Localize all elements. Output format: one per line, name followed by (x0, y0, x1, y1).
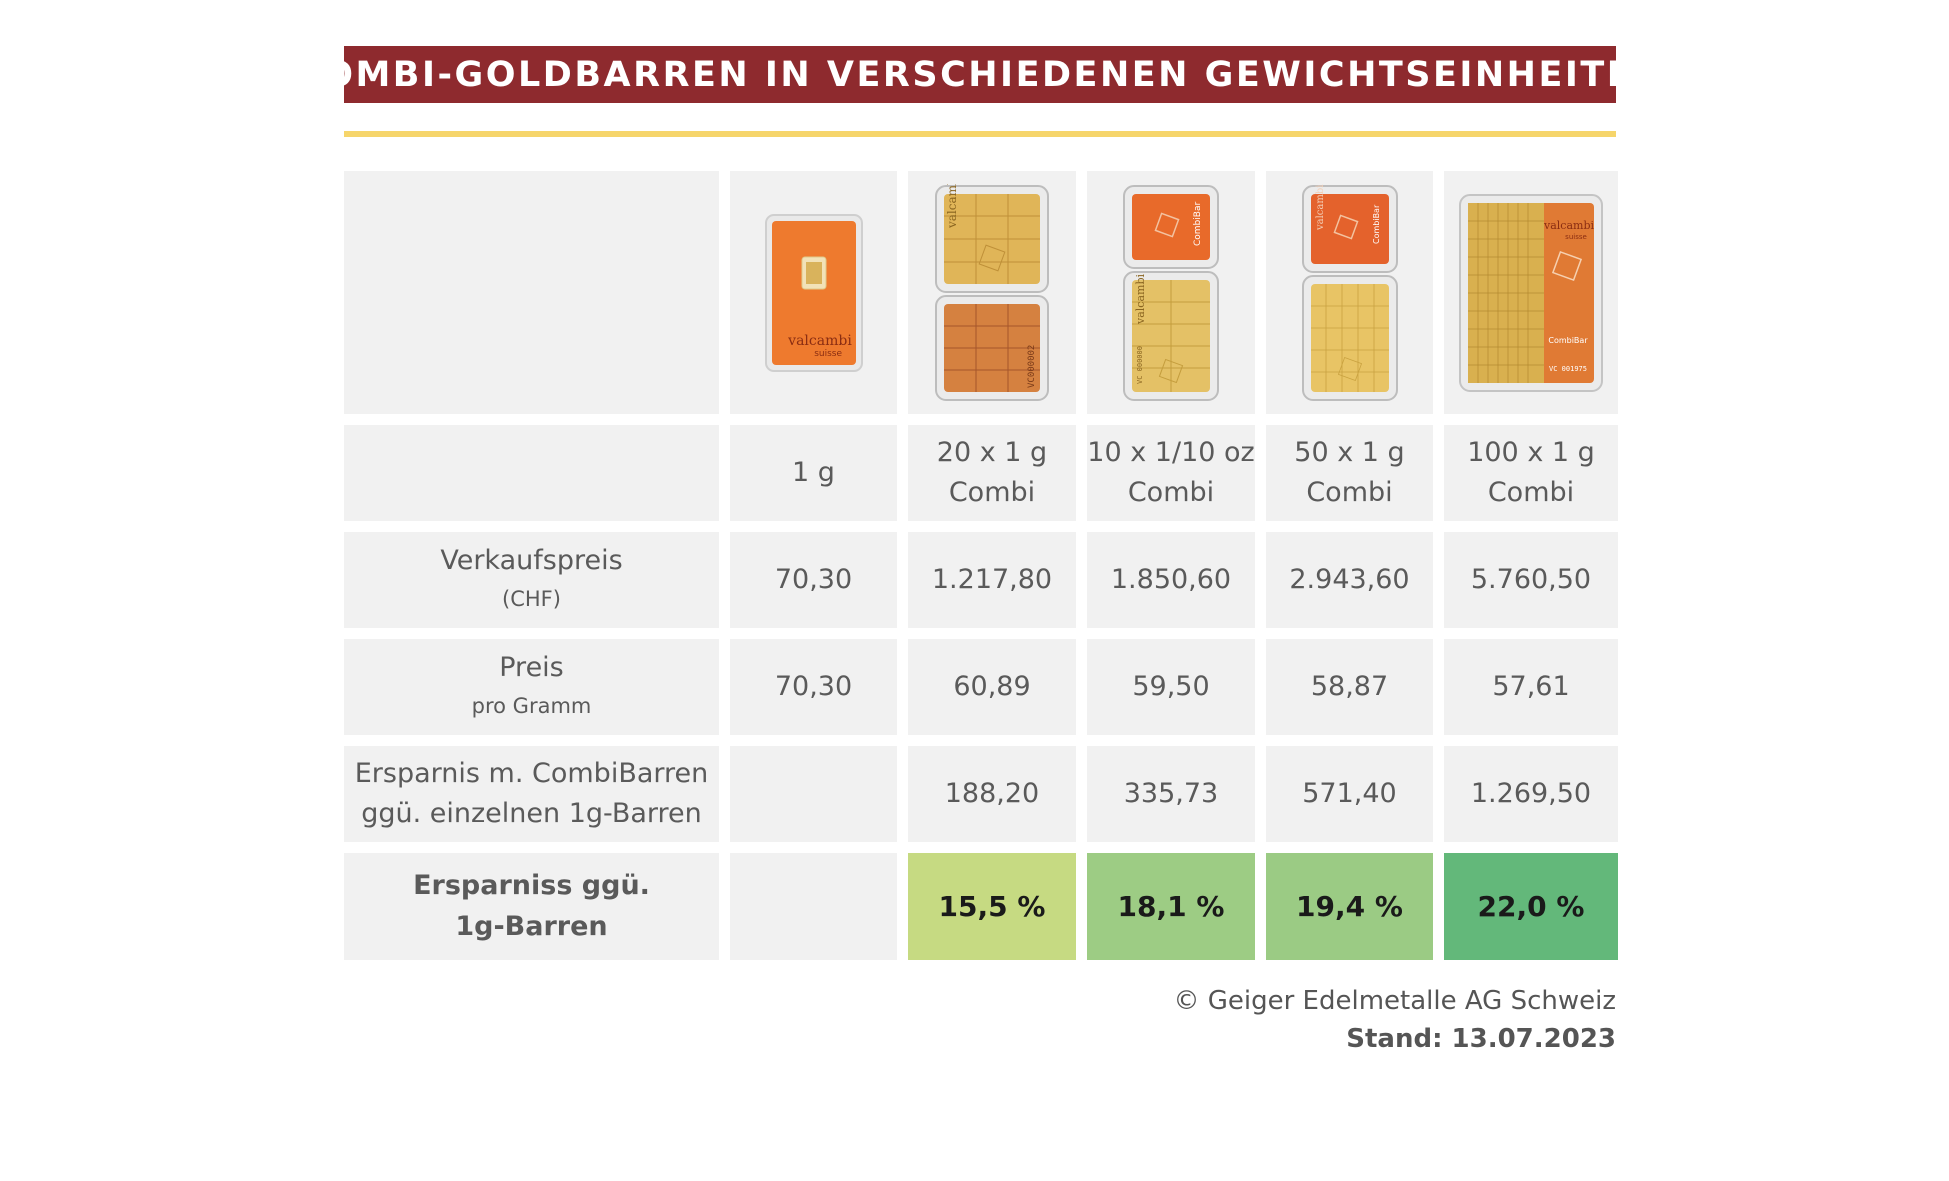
column-header-50x1g: 50 x 1 g Combi (1266, 425, 1433, 521)
combibar-50x1g-image: CombiBar valcambi (1301, 184, 1398, 401)
product-image-1g: valcambi suisse (730, 171, 897, 414)
combibar-10x1-10oz-image: CombiBar valcambi VC 000000 (1123, 184, 1219, 401)
column-header-line2: Combi (948, 477, 1036, 508)
label-text: CombiBar (1193, 201, 1203, 245)
row-label-verkaufspreis: Verkaufspreis (CHF) (344, 532, 719, 628)
table-cell: 1.850,60 (1087, 532, 1255, 628)
row-label-main: Verkaufspreis (440, 544, 623, 576)
comparison-table: valcambi suisse valcambi VC000002 (344, 171, 1618, 960)
table-cell: 188,20 (908, 746, 1076, 842)
table-cell: 335,73 (1087, 746, 1255, 842)
product-image-50x1g: CombiBar valcambi (1266, 171, 1433, 414)
table-cell: 59,50 (1087, 639, 1255, 735)
brand-text: valcambi (1315, 184, 1326, 230)
row-label-ersparnis-pct: Ersparniss ggü. 1g-Barren (344, 853, 719, 960)
table-cell: 57,61 (1444, 639, 1618, 735)
savings-percent-cell: 22,0 % (1444, 853, 1618, 960)
table-cell: 60,89 (908, 639, 1076, 735)
page-title: COMBI-GOLDBARREN IN VERSCHIEDENEN GEWICH… (295, 46, 1662, 103)
row-label-sub: pro Gramm (471, 694, 592, 719)
brand-text: valcambi (945, 184, 959, 229)
row-label-line2: ggü. einzelnen 1g-Barren (361, 798, 702, 829)
brand-text: valcambi (1134, 273, 1147, 324)
row-label-line1: Ersparnis m. CombiBarren (354, 757, 709, 789)
row-label-main: Preis (499, 651, 564, 683)
brand-sub-text: suisse (1565, 233, 1587, 241)
table-cell: 70,30 (730, 639, 897, 735)
table-cell: 571,40 (1266, 746, 1433, 842)
row-label-ersparnis-abs: Ersparnis m. CombiBarren ggü. einzelnen … (344, 746, 719, 842)
product-image-100x1g: valcambi suisse CombiBar VC 001975 (1444, 171, 1618, 414)
column-header-line1: 20 x 1 g (936, 436, 1048, 468)
savings-percent-cell: 18,1 % (1087, 853, 1255, 960)
label-text: CombiBar (1548, 336, 1588, 345)
product-image-10x1-10oz: CombiBar valcambi VC 000000 (1087, 171, 1255, 414)
column-header-line2: Combi (1306, 477, 1393, 508)
row-label-line2: 1g-Barren (455, 910, 608, 942)
copyright-text: © Geiger Edelmetalle AG Schweiz (1173, 986, 1616, 1016)
brand-text: valcambi (1543, 219, 1594, 232)
table-cell: 1.217,80 (908, 532, 1076, 628)
table-cell: 70,30 (730, 532, 897, 628)
stand-date-text: Stand: 13.07.2023 (1346, 1024, 1616, 1054)
header-label-empty (344, 425, 719, 521)
column-header-20x1g: 20 x 1 g Combi (908, 425, 1076, 521)
serial-text: VC 001975 (1549, 365, 1587, 373)
column-header-line2: Combi (1127, 477, 1215, 508)
table-cell: 58,87 (1266, 639, 1433, 735)
column-header-1g: 1 g (730, 425, 897, 521)
column-header-line1: 100 x 1 g (1467, 436, 1595, 468)
table-cell: 1.269,50 (1444, 746, 1618, 842)
row-label-line1: Ersparniss ggü. (413, 870, 650, 901)
table-cell-empty (730, 746, 897, 842)
column-header-10x1-10oz: 10 x 1/10 oz Combi (1087, 425, 1255, 521)
column-header-line1: 50 x 1 g (1294, 436, 1405, 468)
serial-text: VC000002 (1027, 344, 1037, 387)
table-corner-empty (344, 171, 719, 414)
column-header-line1: 1 g (792, 456, 835, 488)
product-image-20x1g: valcambi VC000002 (908, 171, 1076, 414)
row-label-sub: (CHF) (502, 587, 561, 612)
combibar-20x1g-image: valcambi VC000002 (935, 184, 1049, 401)
accent-divider (344, 131, 1616, 137)
column-header-line1: 10 x 1/10 oz (1087, 436, 1255, 468)
table-cell: 2.943,60 (1266, 532, 1433, 628)
column-header-100x1g: 100 x 1 g Combi (1444, 425, 1618, 521)
serial-text: VC 000000 (1136, 346, 1144, 384)
brand-sub-text: suisse (814, 349, 842, 359)
row-label-preis-gramm: Preis pro Gramm (344, 639, 719, 735)
savings-percent-cell: 15,5 % (908, 853, 1076, 960)
table-cell-empty (730, 853, 897, 960)
valcambi-1g-bar-image: valcambi suisse (764, 213, 863, 372)
combibar-100x1g-image: valcambi suisse CombiBar VC 001975 (1459, 193, 1603, 392)
brand-text: valcambi (787, 333, 852, 349)
savings-percent-cell: 19,4 % (1266, 853, 1433, 960)
table-cell: 5.760,50 (1444, 532, 1618, 628)
column-header-line2: Combi (1487, 477, 1575, 508)
label-text: CombiBar (1372, 204, 1381, 244)
